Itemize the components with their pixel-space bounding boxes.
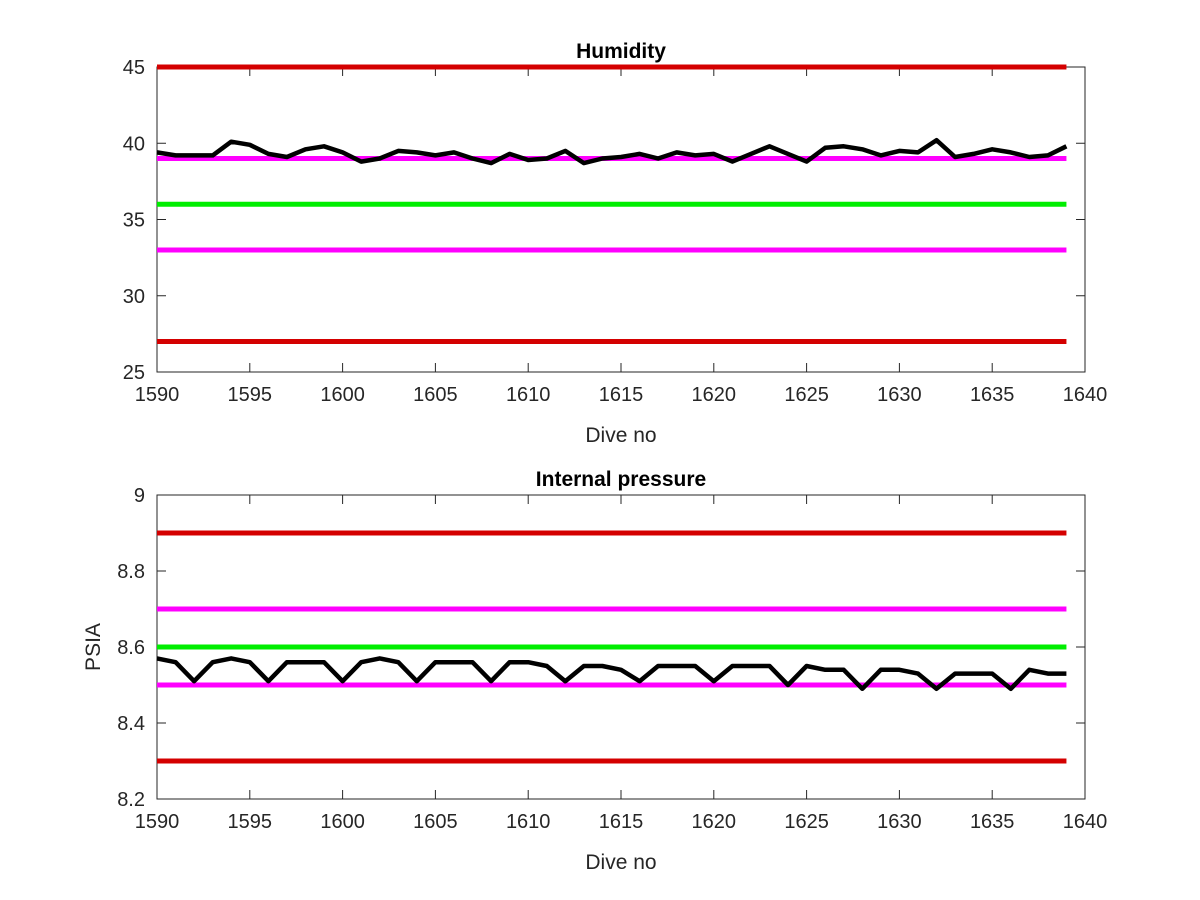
x-axis-label: Dive no xyxy=(585,851,656,874)
subplot-1: 1590 1595 1600 1605 1610 1615 1620 1625 1630 1635… xyxy=(123,40,1108,447)
x-tick-label: 1625 xyxy=(784,811,829,833)
x-tick-label: 1620 xyxy=(692,384,737,406)
x-tick-label: 1595 xyxy=(228,811,273,833)
y-tick-label: 30 xyxy=(123,286,145,308)
x-tick-label: 1605 xyxy=(413,384,458,406)
x-tick-label: 1600 xyxy=(320,384,365,406)
x-tick-label: 1590 xyxy=(135,811,180,833)
y-axis-label: PSIA xyxy=(82,623,105,671)
x-tick-label: 1630 xyxy=(877,811,922,833)
chart-title: Humidity xyxy=(576,40,666,63)
data-series-line xyxy=(156,137,1068,166)
x-tick-label: 1640 xyxy=(1063,384,1108,406)
subplot-2: 1590 1595 1600 1605 1610 1615 1620 1625 1630 1635… xyxy=(82,468,1107,874)
x-axis-label: Dive no xyxy=(585,424,656,447)
x-tick-label: 1620 xyxy=(692,811,737,833)
x-tick-label: 1605 xyxy=(413,811,458,833)
y-tick-label: 35 xyxy=(123,210,145,232)
x-tick-label: 1595 xyxy=(228,384,273,406)
y-tick-label: 8.2 xyxy=(117,789,145,811)
axes-box xyxy=(156,66,1086,373)
x-tick-label: 1590 xyxy=(135,384,180,406)
x-tick-label: 1640 xyxy=(1063,811,1108,833)
y-tick-label: 8.8 xyxy=(117,561,145,583)
x-tick-label: 1600 xyxy=(320,811,365,833)
x-tick-label: 1615 xyxy=(599,384,644,406)
x-tick-label: 1635 xyxy=(970,811,1015,833)
y-tick-label: 45 xyxy=(123,57,145,79)
data-series-line xyxy=(156,656,1067,692)
y-tick-label: 40 xyxy=(123,133,145,155)
chart-title: Internal pressure xyxy=(536,468,706,491)
y-tick-label: 25 xyxy=(123,362,145,384)
x-tick-label: 1625 xyxy=(784,384,829,406)
y-tick-label: 8.4 xyxy=(117,713,145,735)
x-tick-label: 1635 xyxy=(970,384,1015,406)
y-tick-label: 8.6 xyxy=(117,637,145,659)
x-tick-label: 1615 xyxy=(599,811,644,833)
y-tick-label: 9 xyxy=(134,485,145,507)
x-tick-label: 1630 xyxy=(877,384,922,406)
x-tick-label: 1610 xyxy=(506,811,551,833)
x-tick-label: 1610 xyxy=(506,384,551,406)
